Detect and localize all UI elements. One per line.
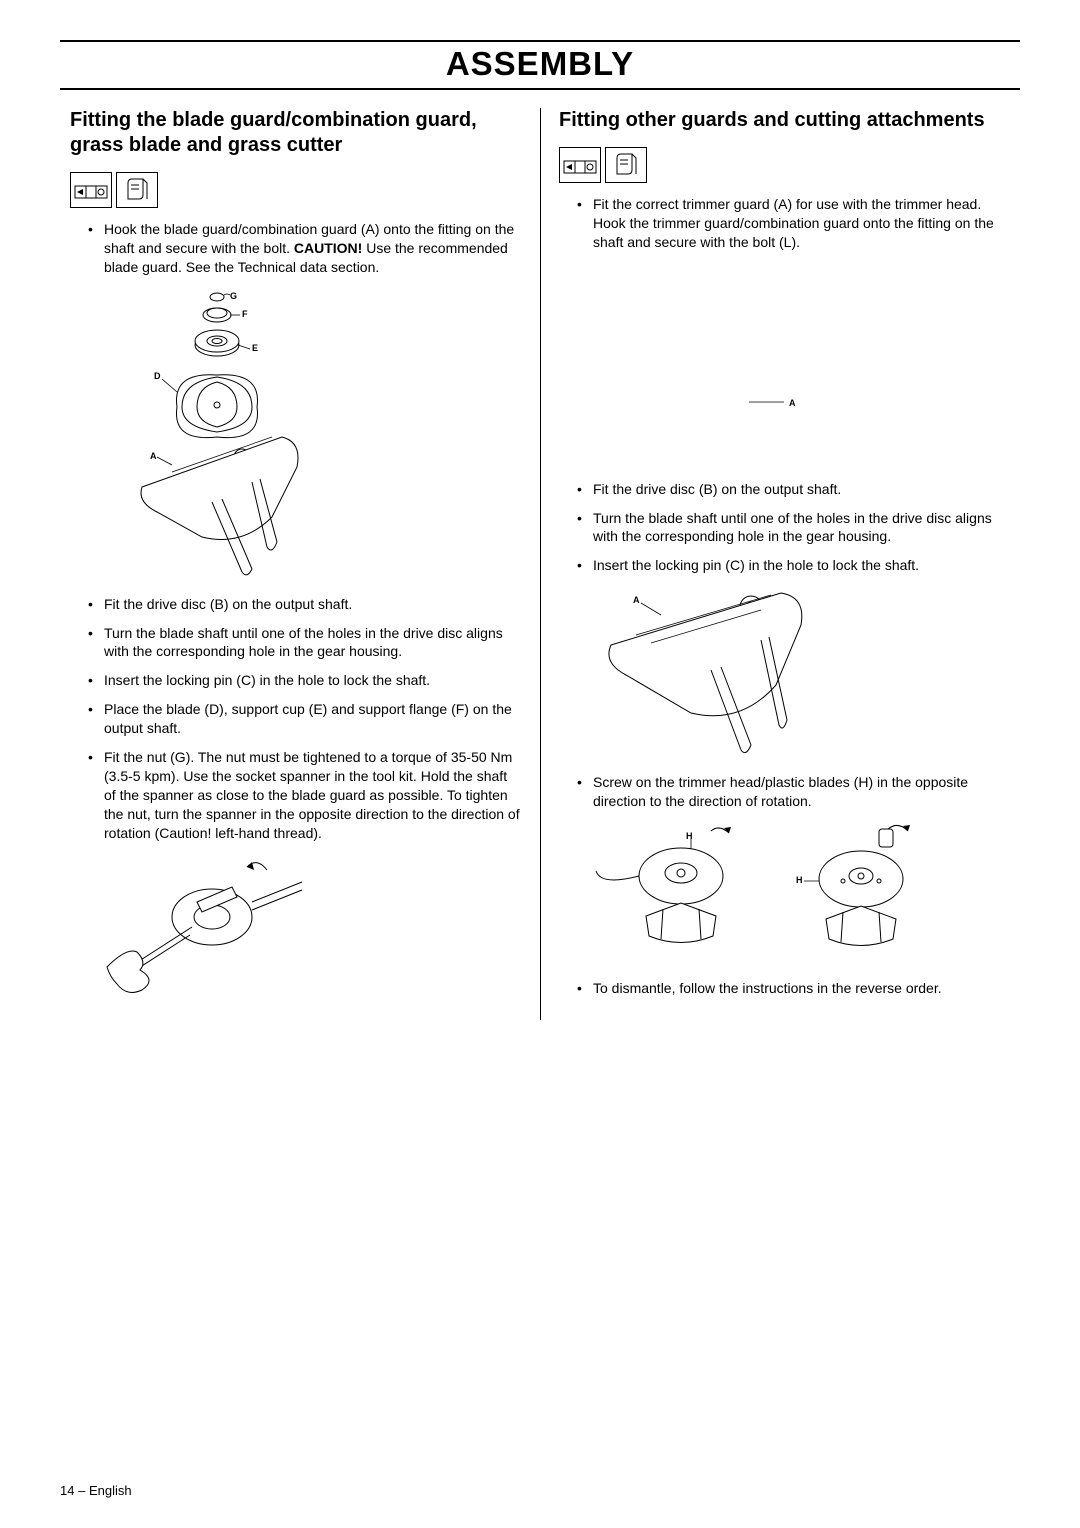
bullet: Turn the blade shaft until one of the ho… (88, 624, 522, 662)
bullet: Insert the locking pin (C) in the hole t… (88, 671, 522, 690)
icon-row-left (70, 172, 522, 208)
left-list-1: Hook the blade guard/combination guard (… (70, 220, 522, 277)
bullet: Fit the drive disc (B) on the output sha… (577, 480, 1010, 499)
svg-text:A: A (633, 595, 640, 605)
bullet: Fit the drive disc (B) on the output sha… (88, 595, 522, 614)
bullet: Fit the nut (G). The nut must be tighten… (88, 748, 522, 842)
right-list-last: To dismantle, follow the instructions in… (559, 979, 1010, 998)
page-title: ASSEMBLY (60, 40, 1020, 90)
bullet: Place the blade (D), support cup (E) and… (88, 700, 522, 738)
bullet: Insert the locking pin (C) in the hole t… (577, 556, 1010, 575)
right-column: Fitting other guards and cutting attachm… (540, 108, 1020, 1020)
page-lang: English (89, 1483, 132, 1498)
svg-text:H: H (796, 875, 803, 885)
svg-text:H: H (686, 831, 693, 841)
svg-text:E: E (252, 343, 258, 353)
two-column-layout: Fitting the blade guard/combination guar… (60, 108, 1020, 1020)
guard-a-diagram: A (629, 262, 1010, 462)
left-heading: Fitting the blade guard/combination guar… (70, 108, 522, 158)
abc-diagram: A B C (591, 585, 1010, 755)
page-footer: 14 – English (60, 1483, 132, 1498)
bullet: Turn the blade shaft until one of the ho… (577, 509, 1010, 547)
bullet: Screw on the trimmer head/plastic blades… (577, 773, 1010, 811)
spanner-diagram (102, 852, 522, 1002)
left-list-2: Fit the drive disc (B) on the output sha… (70, 595, 522, 843)
svg-text:A: A (150, 451, 157, 461)
manual-icon (605, 147, 647, 183)
trimmer-heads-diagram: H H (591, 821, 1010, 961)
svg-text:A: A (789, 398, 796, 408)
right-list-mid: Fit the drive disc (B) on the output sha… (559, 480, 1010, 576)
arrow-adjust-icon (559, 147, 601, 183)
svg-text:G: G (230, 291, 237, 301)
svg-text:F: F (242, 309, 248, 319)
right-list-bot: Screw on the trimmer head/plastic blades… (559, 773, 1010, 811)
right-heading: Fitting other guards and cutting attachm… (559, 108, 1010, 133)
page-number: 14 (60, 1483, 74, 1498)
left-column: Fitting the blade guard/combination guar… (60, 108, 540, 1020)
svg-text:D: D (154, 371, 161, 381)
arrow-adjust-icon (70, 172, 112, 208)
icon-row-right (559, 147, 1010, 183)
bullet: To dismantle, follow the instructions in… (577, 979, 1010, 998)
bullet: Hook the blade guard/combination guard (… (88, 220, 522, 277)
bullet: Fit the correct trimmer guard (A) for us… (577, 195, 1010, 252)
manual-icon (116, 172, 158, 208)
right-list-top: Fit the correct trimmer guard (A) for us… (559, 195, 1010, 252)
exploded-diagram: G F E D (102, 287, 522, 577)
